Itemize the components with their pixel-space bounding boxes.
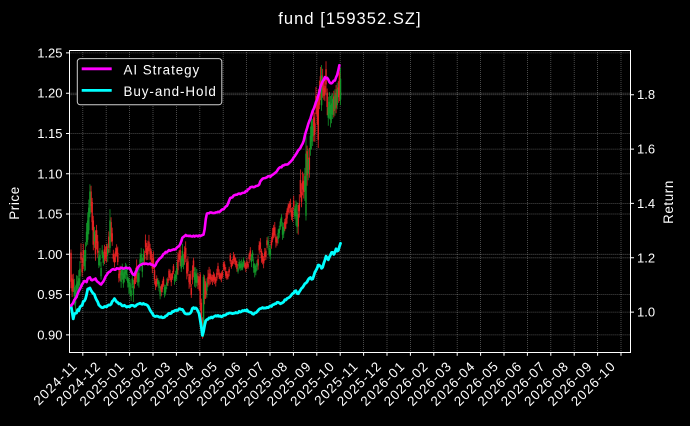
svg-text:1.6: 1.6 xyxy=(637,142,655,157)
svg-text:1.00: 1.00 xyxy=(37,247,62,262)
svg-text:1.8: 1.8 xyxy=(637,87,655,102)
svg-text:1.05: 1.05 xyxy=(37,207,62,222)
svg-text:1.20: 1.20 xyxy=(37,86,62,101)
svg-text:Buy-and-Hold: Buy-and-Hold xyxy=(124,84,217,99)
svg-text:1.15: 1.15 xyxy=(37,126,62,141)
svg-text:1.4: 1.4 xyxy=(637,196,655,211)
svg-text:1.2: 1.2 xyxy=(637,250,655,265)
svg-text:0.95: 0.95 xyxy=(37,287,62,302)
svg-text:Price: Price xyxy=(7,186,22,220)
svg-text:0.90: 0.90 xyxy=(37,327,62,342)
svg-text:AI Strategy: AI Strategy xyxy=(124,63,201,78)
svg-text:Return: Return xyxy=(661,180,676,224)
svg-text:1.25: 1.25 xyxy=(37,45,62,60)
svg-text:fund [159352.SZ]: fund [159352.SZ] xyxy=(278,10,421,28)
svg-text:1.10: 1.10 xyxy=(37,166,62,181)
svg-text:1.0: 1.0 xyxy=(637,305,655,320)
